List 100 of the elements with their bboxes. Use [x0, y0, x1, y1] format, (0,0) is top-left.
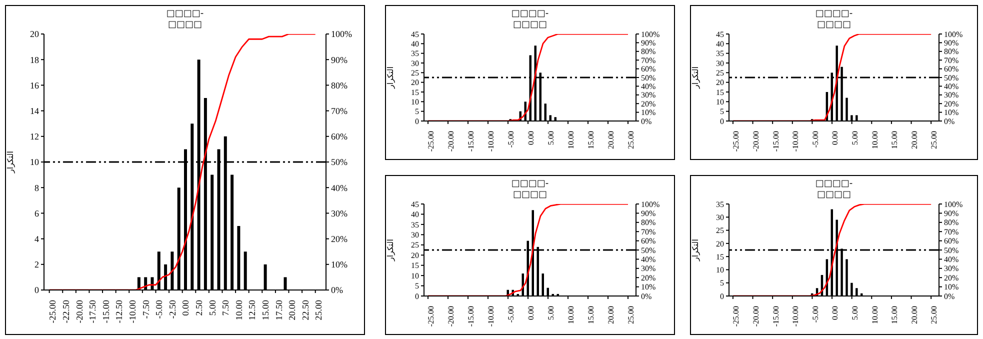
x-tick-label: -10.00 — [486, 306, 496, 327]
x-tick-label: 10.00 — [870, 131, 880, 149]
x-tick-label: 25.00 — [626, 306, 636, 324]
y-axis-title: التكرار — [6, 151, 15, 174]
x-tick-label: -5.00 — [810, 131, 820, 148]
y-tick-label: 40 — [716, 40, 724, 49]
y-tick-label: 15 — [411, 261, 419, 270]
y2-tick-label: 30% — [331, 208, 348, 218]
y2-tick-label: 0% — [641, 116, 652, 126]
y2-tick-label: 0% — [944, 116, 955, 126]
y2-tick-label: 100% — [641, 30, 660, 39]
y-tick-label: 0 — [415, 292, 419, 301]
x-tick-label: -20.00 — [74, 300, 84, 324]
x-tick-label: 25.00 — [314, 300, 324, 320]
x-tick-label: -15.00 — [466, 306, 476, 327]
y-tick-label: 0 — [34, 285, 40, 296]
chart-title: □□□□-□□□□ — [814, 179, 854, 201]
x-tick-label: -25.00 — [426, 306, 436, 327]
y2-tick-label: 60% — [944, 236, 959, 246]
y-axis-title: التكرار — [690, 239, 700, 262]
x-tick-label: -15.00 — [771, 131, 780, 152]
y2-tick-label: 20% — [641, 99, 656, 108]
y-tick-label: 10 — [716, 266, 724, 275]
y-tick-label: 10 — [411, 98, 419, 107]
x-tick-label: -15.00 — [466, 131, 476, 152]
y-tick-label: 8 — [34, 182, 40, 193]
x-tick-label: -7.50 — [140, 300, 151, 319]
y2-tick-label: 0% — [641, 292, 652, 301]
y-tick-label: 45 — [411, 30, 419, 39]
y2-tick-label: 60% — [331, 132, 348, 142]
x-tick-label: -25.00 — [732, 131, 741, 152]
y2-tick-label: 40% — [331, 182, 348, 193]
y-tick-label: 5 — [720, 107, 724, 116]
y-tick-label: 30 — [716, 212, 724, 222]
y2-tick-label: 10% — [641, 108, 656, 118]
chart-title: □□□□-□□□□ — [510, 179, 550, 201]
y-tick-label: 15 — [716, 88, 724, 97]
y2-tick-label: 20% — [331, 234, 348, 244]
y-tick-label: 5 — [415, 107, 419, 116]
y2-tick-label: 40% — [944, 82, 959, 92]
x-tick-label: 25.00 — [930, 131, 939, 149]
x-tick-label: 25.00 — [626, 131, 636, 149]
y2-tick-label: 80% — [641, 47, 656, 56]
x-tick-label: 15.00 — [586, 131, 596, 149]
y-tick-label: 15 — [411, 88, 419, 97]
x-tick-label: -2.50 — [167, 300, 178, 319]
chart-title: □□□□-□□□□ — [814, 9, 854, 31]
y-tick-label: 25 — [411, 240, 419, 250]
x-tick-label: 5.00 — [546, 131, 556, 145]
y2-tick-label: 30% — [641, 90, 656, 100]
y-tick-label: 35 — [716, 49, 724, 58]
y-tick-label: 20 — [411, 250, 419, 260]
y2-tick-label: 50% — [944, 246, 959, 255]
y2-tick-label: 40% — [944, 255, 959, 264]
y2-tick-label: 90% — [641, 209, 656, 218]
y-tick-label: 30 — [411, 230, 419, 240]
x-tick-label: 0.00 — [830, 306, 840, 320]
y-tick-label: 20 — [716, 78, 724, 88]
x-tick-label: 5.00 — [546, 306, 556, 320]
y-tick-label: 25 — [716, 68, 724, 78]
y-tick-label: 20 — [411, 78, 419, 88]
y2-tick-label: 60% — [944, 64, 959, 74]
y2-tick-label: 80% — [641, 218, 656, 228]
y-tick-label: 45 — [411, 200, 419, 209]
y-tick-label: 45 — [716, 30, 724, 39]
x-tick-label: -5.00 — [810, 306, 820, 323]
x-tick-label: -20.00 — [446, 306, 456, 327]
y-tick-label: 18 — [30, 54, 40, 65]
x-tick-label: 10.00 — [566, 131, 576, 149]
y-axis-title: التكرار — [690, 66, 700, 90]
x-tick-label: -15.00 — [100, 300, 111, 324]
y2-tick-label: 50% — [944, 73, 959, 82]
y2-tick-label: 60% — [641, 236, 656, 246]
x-tick-label: 10.00 — [870, 306, 880, 324]
y-tick-label: 30 — [411, 58, 419, 68]
y-tick-label: 4 — [34, 234, 40, 244]
y2-tick-label: 100% — [944, 200, 963, 209]
x-tick-label: 15.00 — [890, 131, 900, 149]
y2-tick-label: 30% — [641, 264, 656, 274]
y-axis-title: التكرار — [386, 66, 395, 90]
x-tick-label: -22.50 — [61, 300, 72, 324]
y2-tick-label: 10% — [331, 260, 348, 270]
x-tick-label: -12.50 — [114, 300, 124, 324]
x-tick-label: -5.00 — [154, 300, 164, 319]
y2-tick-label: 0% — [944, 292, 955, 301]
x-tick-label: 15.00 — [260, 300, 271, 320]
y-tick-label: 16 — [30, 80, 40, 90]
y-tick-label: 30 — [716, 58, 724, 68]
x-tick-label: 20.00 — [606, 131, 616, 149]
x-tick-label: -25.00 — [48, 300, 58, 324]
y2-tick-label: 20% — [944, 273, 959, 282]
x-tick-label: -10.00 — [486, 131, 496, 152]
y-tick-label: 0 — [720, 116, 724, 126]
x-tick-label: -15.00 — [771, 306, 780, 327]
y2-tick-label: 30% — [944, 90, 959, 100]
y2-tick-label: 20% — [641, 273, 656, 282]
y2-tick-label: 60% — [641, 64, 656, 74]
y2-tick-label: 0% — [331, 285, 344, 296]
x-tick-label: 0.00 — [526, 306, 536, 320]
x-tick-label: 10.00 — [234, 300, 244, 320]
